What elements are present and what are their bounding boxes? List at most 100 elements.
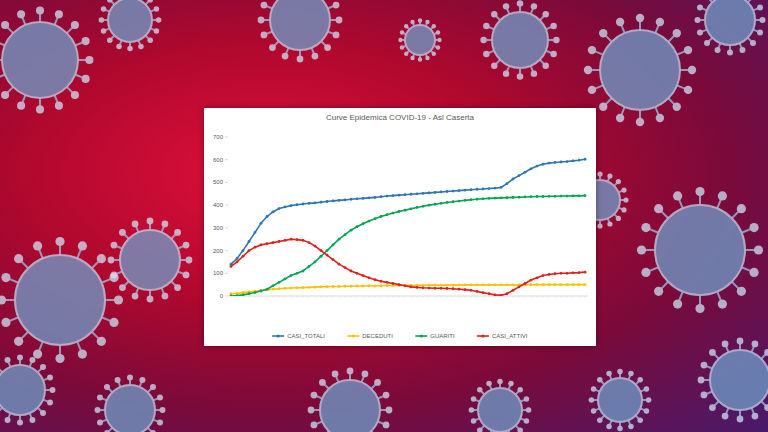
spike-tip — [436, 45, 440, 49]
x-tick — [459, 296, 460, 298]
virus-decoration — [108, 218, 193, 303]
series-marker — [446, 287, 449, 290]
spike-tip — [737, 416, 744, 423]
series-marker — [356, 272, 359, 275]
x-tick — [477, 296, 478, 298]
series-marker — [344, 266, 347, 269]
x-tick — [537, 296, 538, 298]
spike-tip — [282, 53, 289, 60]
series-marker — [452, 190, 455, 193]
x-tick — [423, 296, 424, 298]
spike-tip — [750, 40, 756, 46]
spike-tip — [599, 103, 607, 111]
spike-tip — [154, 28, 160, 34]
spike-tip — [71, 21, 79, 29]
series-marker — [440, 202, 443, 205]
series-marker — [236, 294, 239, 296]
spike-tip — [162, 293, 169, 300]
series-marker — [284, 278, 287, 281]
series-marker — [542, 274, 545, 277]
spike-tip — [688, 66, 696, 74]
spike-tip — [483, 23, 489, 29]
x-tick — [231, 296, 232, 298]
spike-tip — [333, 2, 340, 9]
series-marker — [380, 215, 383, 218]
spike-tip — [29, 417, 35, 423]
spike-tip — [477, 387, 483, 393]
series-marker — [350, 229, 353, 232]
series-marker — [398, 194, 401, 197]
spike-tip — [616, 216, 621, 221]
virus-body — [492, 12, 548, 68]
spike-tip — [757, 5, 763, 11]
x-tick — [555, 296, 556, 298]
legend-marker — [277, 334, 280, 337]
series-marker — [404, 193, 407, 196]
legend-marker — [481, 334, 484, 337]
spike-tip — [542, 62, 548, 68]
virus-decoration — [698, 338, 768, 423]
series-marker — [254, 246, 257, 249]
series-marker — [518, 174, 521, 177]
series-marker — [404, 209, 407, 212]
spike-tip — [127, 375, 133, 381]
spike-tip — [644, 408, 650, 414]
virus-body — [600, 30, 680, 110]
spike-tip — [684, 86, 692, 94]
series-marker — [554, 195, 557, 198]
series-marker — [482, 283, 485, 286]
series-marker — [428, 191, 431, 194]
series-marker — [476, 198, 479, 201]
series-marker — [332, 243, 335, 246]
series-marker — [308, 265, 311, 268]
series-marker — [380, 284, 383, 287]
series-marker — [422, 286, 425, 289]
spike-tip — [588, 46, 596, 54]
series-marker — [326, 200, 329, 203]
series-marker — [230, 265, 233, 268]
series-marker — [482, 291, 485, 294]
y-tick-label: 600 — [213, 157, 224, 163]
x-tick — [375, 296, 376, 298]
spike-tip — [97, 337, 106, 346]
spike-tip — [50, 387, 56, 393]
series-marker — [260, 289, 263, 292]
spike-tip — [0, 295, 6, 304]
spike-tip — [47, 399, 53, 405]
series-marker — [248, 292, 251, 295]
spike-tip — [637, 245, 646, 254]
series-marker — [368, 220, 371, 223]
spike-tip — [383, 422, 390, 429]
spike-tip — [436, 30, 440, 34]
spike-tip — [107, 37, 113, 43]
series-marker — [506, 182, 509, 185]
spike-tip — [764, 404, 768, 411]
virus-body — [598, 378, 642, 422]
y-tick-label: 400 — [213, 202, 224, 208]
spike-tip — [656, 114, 664, 122]
spike-tip — [437, 38, 441, 42]
series-marker — [314, 261, 317, 264]
series-marker — [500, 196, 503, 199]
series-marker — [284, 206, 287, 209]
spike-tip — [616, 179, 621, 184]
series-marker — [422, 205, 425, 208]
series-marker — [398, 210, 401, 213]
series-marker — [578, 283, 581, 286]
series-marker — [320, 249, 323, 252]
series-marker — [236, 261, 239, 264]
x-tick — [483, 296, 484, 298]
virus-body — [705, 0, 755, 45]
series-marker — [314, 245, 317, 248]
spike-tip — [722, 413, 729, 420]
virus-decoration — [99, 0, 162, 51]
series-marker — [470, 283, 473, 286]
series-marker — [566, 160, 569, 163]
legend-item: CASI_TOTALI — [272, 333, 325, 339]
series-marker — [506, 196, 509, 199]
series-marker — [476, 188, 479, 191]
spike-tip — [607, 173, 612, 178]
spike-tip — [104, 430, 110, 432]
spike-tip — [97, 419, 103, 425]
spike-tip — [324, 44, 331, 51]
